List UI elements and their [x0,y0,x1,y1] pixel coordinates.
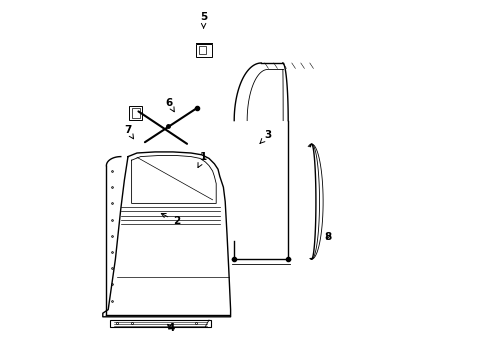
Text: 8: 8 [324,232,331,242]
Bar [129,106,142,121]
Text: 3: 3 [260,130,272,144]
Bar [132,108,140,118]
Bar [196,44,212,57]
Text: 1: 1 [198,152,207,167]
Text: 5: 5 [200,12,207,28]
Text: 2: 2 [161,213,180,226]
Bar [110,320,211,327]
Text: 6: 6 [166,98,174,112]
Text: 4: 4 [168,323,175,333]
Text: 7: 7 [124,125,134,139]
Bar [199,46,206,54]
